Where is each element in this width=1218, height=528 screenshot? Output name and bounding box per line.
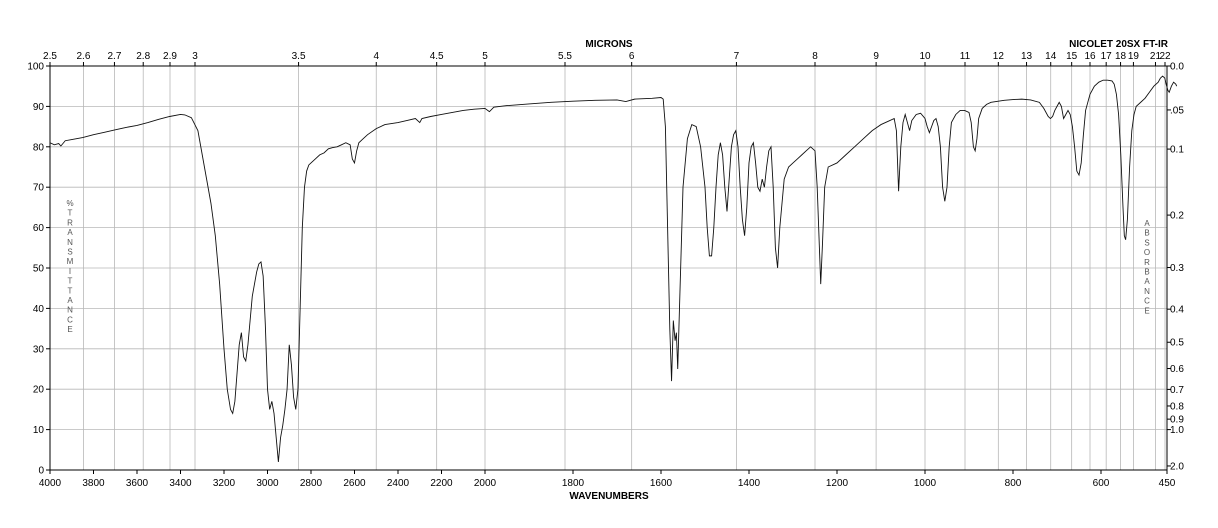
absorbance-tick-label: 0.0 [1170,62,1184,73]
y-axis-label: % T R A N S M I T T A N C E [66,199,73,334]
instrument-label: NICOLET 20SX FT-IR [1069,39,1169,50]
x-tick-label: 2400 [387,478,410,489]
micron-tick-label: 18 [1115,51,1127,62]
y-tick-label: 40 [33,304,45,315]
x-tick-label: 800 [1005,478,1022,489]
micron-tick-label: 8 [812,51,818,62]
micron-tick-label: 9 [873,51,879,62]
micron-tick-label: 12 [993,51,1005,62]
absorbance-tick-label: 0.2 [1170,211,1184,222]
micron-tick-label: 3.5 [292,51,306,62]
x-tick-label: 3600 [126,478,149,489]
spectrum-line [49,75,1178,462]
y-tick-label: 50 [33,264,45,275]
x-tick-label: 2000 [474,478,497,489]
y-tick-label: 70 [33,183,45,194]
micron-tick-label: 19 [1128,51,1140,62]
micron-tick-label: 2.5 [43,51,57,62]
micron-tick-label: 11 [960,51,971,62]
micron-tick-label: 4.5 [430,51,444,62]
micron-tick-label: 14 [1045,51,1057,62]
x-tick-label: 1600 [650,478,673,489]
micron-tick-label: 2.6 [77,51,91,62]
micron-tick-label: 5.5 [558,51,572,62]
micron-tick-label: 2.9 [163,51,177,62]
x-tick-label: 3800 [82,478,105,489]
absorbance-tick-label: .05 [1170,105,1184,116]
x-tick-label: 1400 [738,478,761,489]
absorbance-tick-label: 0.3 [1170,263,1184,274]
transmittance-ticks: 0 10 20 30 40 50 60 70 80 90 100 [27,62,50,477]
absorbance-tick-label: 0.1 [1170,145,1184,156]
x-tick-label: 2600 [343,478,366,489]
micron-tick-label: 2.7 [107,51,121,62]
y-tick-label: 60 [33,223,45,234]
x-tick-label: 3400 [169,478,192,489]
x-tick-label: 3200 [213,478,236,489]
micron-tick-label: 13 [1021,51,1033,62]
absorbance-tick-label: 0.8 [1170,401,1184,412]
x-tick-label: 450 [1159,478,1176,489]
micron-tick-label: 21 [1150,51,1162,62]
x-tick-label: 1200 [826,478,849,489]
y-tick-label: 0 [38,466,44,477]
y-tick-label: 100 [27,62,44,73]
series-layer [49,75,1178,462]
wavenumber-ticks: 4000 3800 3600 3400 3200 3000 2800 2600 2400 2200… [39,470,1176,489]
micron-tick-label: 15 [1066,51,1078,62]
micron-tick-label: 6 [629,51,635,62]
absorbance-tick-label: 0.6 [1170,364,1184,375]
x-tick-label: 1000 [914,478,937,489]
absorbance-ticks: 0.0 .05 0.1 0.2 0.3 0.4 0.5 0.6 0.7 0.8 0.91.0 2.0 [1167,62,1184,472]
grid-lines [50,66,1167,470]
x-tick-label: 2200 [430,478,453,489]
micron-tick-label: 3 [192,51,198,62]
x-tick-label: 3000 [256,478,279,489]
absorbance-tick-label: 0.9 [1170,415,1184,426]
y-tick-label: 80 [33,142,45,153]
micron-tick-label: 4 [373,51,379,62]
y-tick-label: 10 [33,425,45,436]
micron-tick-label: 10 [919,51,931,62]
y-tick-label: 90 [33,102,45,113]
absorbance-tick-label: 0.5 [1170,338,1184,349]
absorbance-tick-label: 0.7 [1170,385,1184,396]
micron-tick-label: 16 [1084,51,1096,62]
absorbance-tick-label: 0.4 [1170,305,1184,316]
x-tick-label: 600 [1093,478,1110,489]
y-tick-label: 20 [33,385,45,396]
micron-tick-label: 2.8 [136,51,150,62]
micron-tick-label: 7 [734,51,740,62]
x-tick-label: 4000 [39,478,62,489]
micron-tick-label: 17 [1101,51,1113,62]
x-tick-label: 1800 [562,478,585,489]
y-tick-label: 30 [33,344,45,355]
absorbance-tick-label: 2.0 [1170,461,1184,472]
absorbance-tick-label: 1.0 [1170,425,1184,436]
micron-tick-label: 22 [1159,51,1171,62]
x-tick-label: 2800 [300,478,323,489]
x-axis-label: WAVENUMBERS [569,491,649,502]
micron-ticks: 2.5 2.6 2.7 2.8 2.9 3 3.5 4 4.5 5 5.5 6 7 8 9 10 11 12 13 1… [43,51,1171,66]
top-axis-label: MICRONS [585,39,633,50]
micron-tick-label: 5 [482,51,488,62]
